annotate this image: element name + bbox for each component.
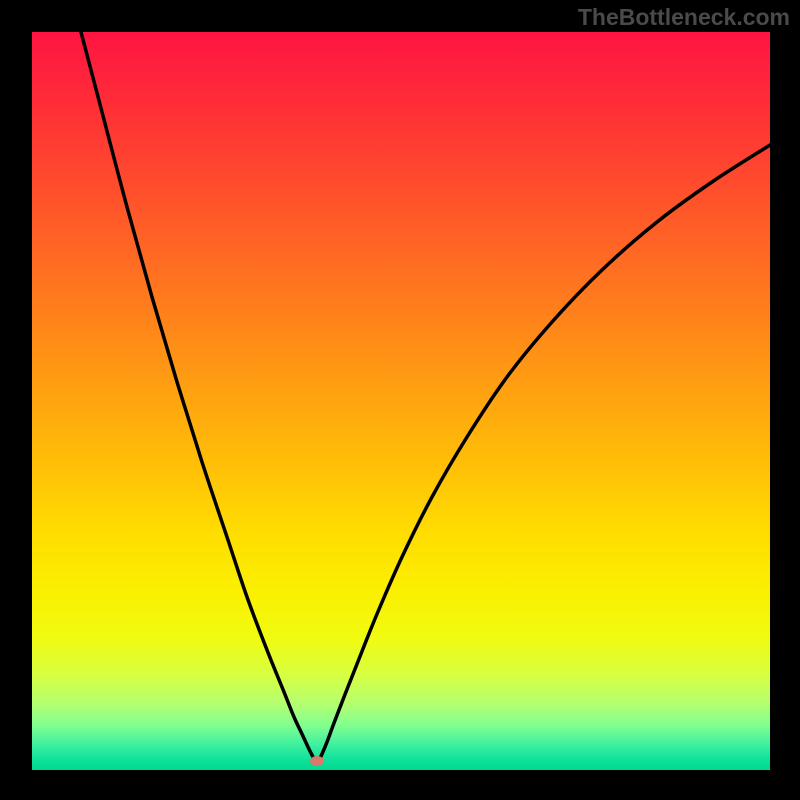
watermark-text: TheBottleneck.com — [578, 4, 790, 31]
chart-area — [32, 32, 770, 770]
curve-overlay — [32, 32, 770, 770]
minimum-marker — [310, 756, 324, 766]
curve-line — [81, 32, 770, 762]
